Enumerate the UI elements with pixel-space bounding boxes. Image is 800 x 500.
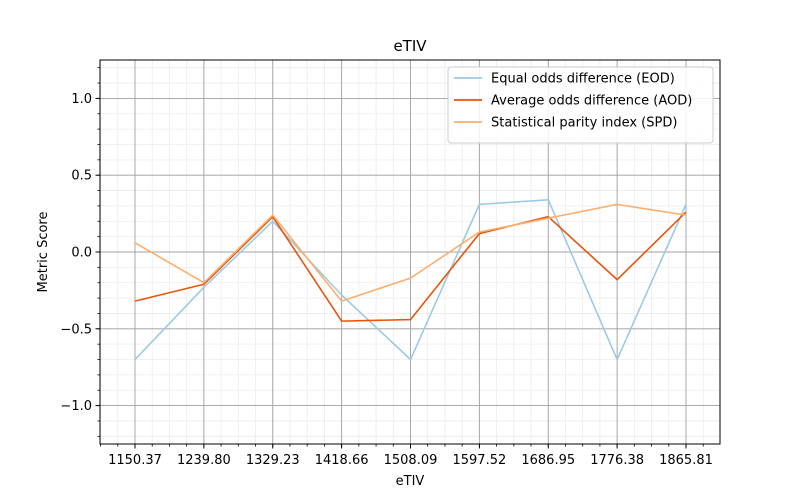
series-line-2 (134, 211, 687, 322)
series-line-3 (134, 203, 687, 302)
x-axis-title: eTIV (396, 474, 425, 489)
x-tick-label: 1865.81 (659, 453, 713, 468)
y-tick-label: 0.0 (71, 246, 92, 261)
chart-title: eTIV (393, 37, 427, 55)
series-line-1 (134, 198, 687, 361)
legend-label: Equal odds difference (EOD) (491, 72, 675, 87)
y-axis: −1.0 −0.5 0.0 0.5 1.0 (60, 67, 100, 437)
x-tick-label: 1686.95 (521, 453, 575, 468)
x-tick-label: 1329.23 (246, 453, 300, 468)
y-tick-label: 0.5 (71, 169, 92, 184)
series-layer (134, 198, 687, 361)
y-tick-label: −0.5 (60, 322, 92, 337)
y-tick-label: −1.0 (60, 399, 92, 414)
x-tick-label: 1239.80 (177, 453, 231, 468)
x-tick-label: 1508.09 (384, 453, 438, 468)
x-tick-label: 1418.66 (315, 453, 369, 468)
legend-box (447, 66, 714, 144)
x-axis: 1150.37 1239.80 1329.23 1418.66 1508.09 1597.… (100, 444, 713, 468)
x-tick-label: 1597.52 (452, 453, 506, 468)
y-tick-label: 1.0 (71, 92, 92, 107)
y-axis-title: Metric Score (36, 212, 51, 293)
legend-label: Statistical parity index (SPD) (491, 116, 677, 131)
x-tick-label: 1776.38 (590, 453, 644, 468)
x-tick-label: 1150.37 (108, 453, 162, 468)
legend: Equal odds difference (EOD) Average odds … (447, 66, 714, 144)
legend-label: Average odds difference (AOD) (491, 94, 692, 109)
